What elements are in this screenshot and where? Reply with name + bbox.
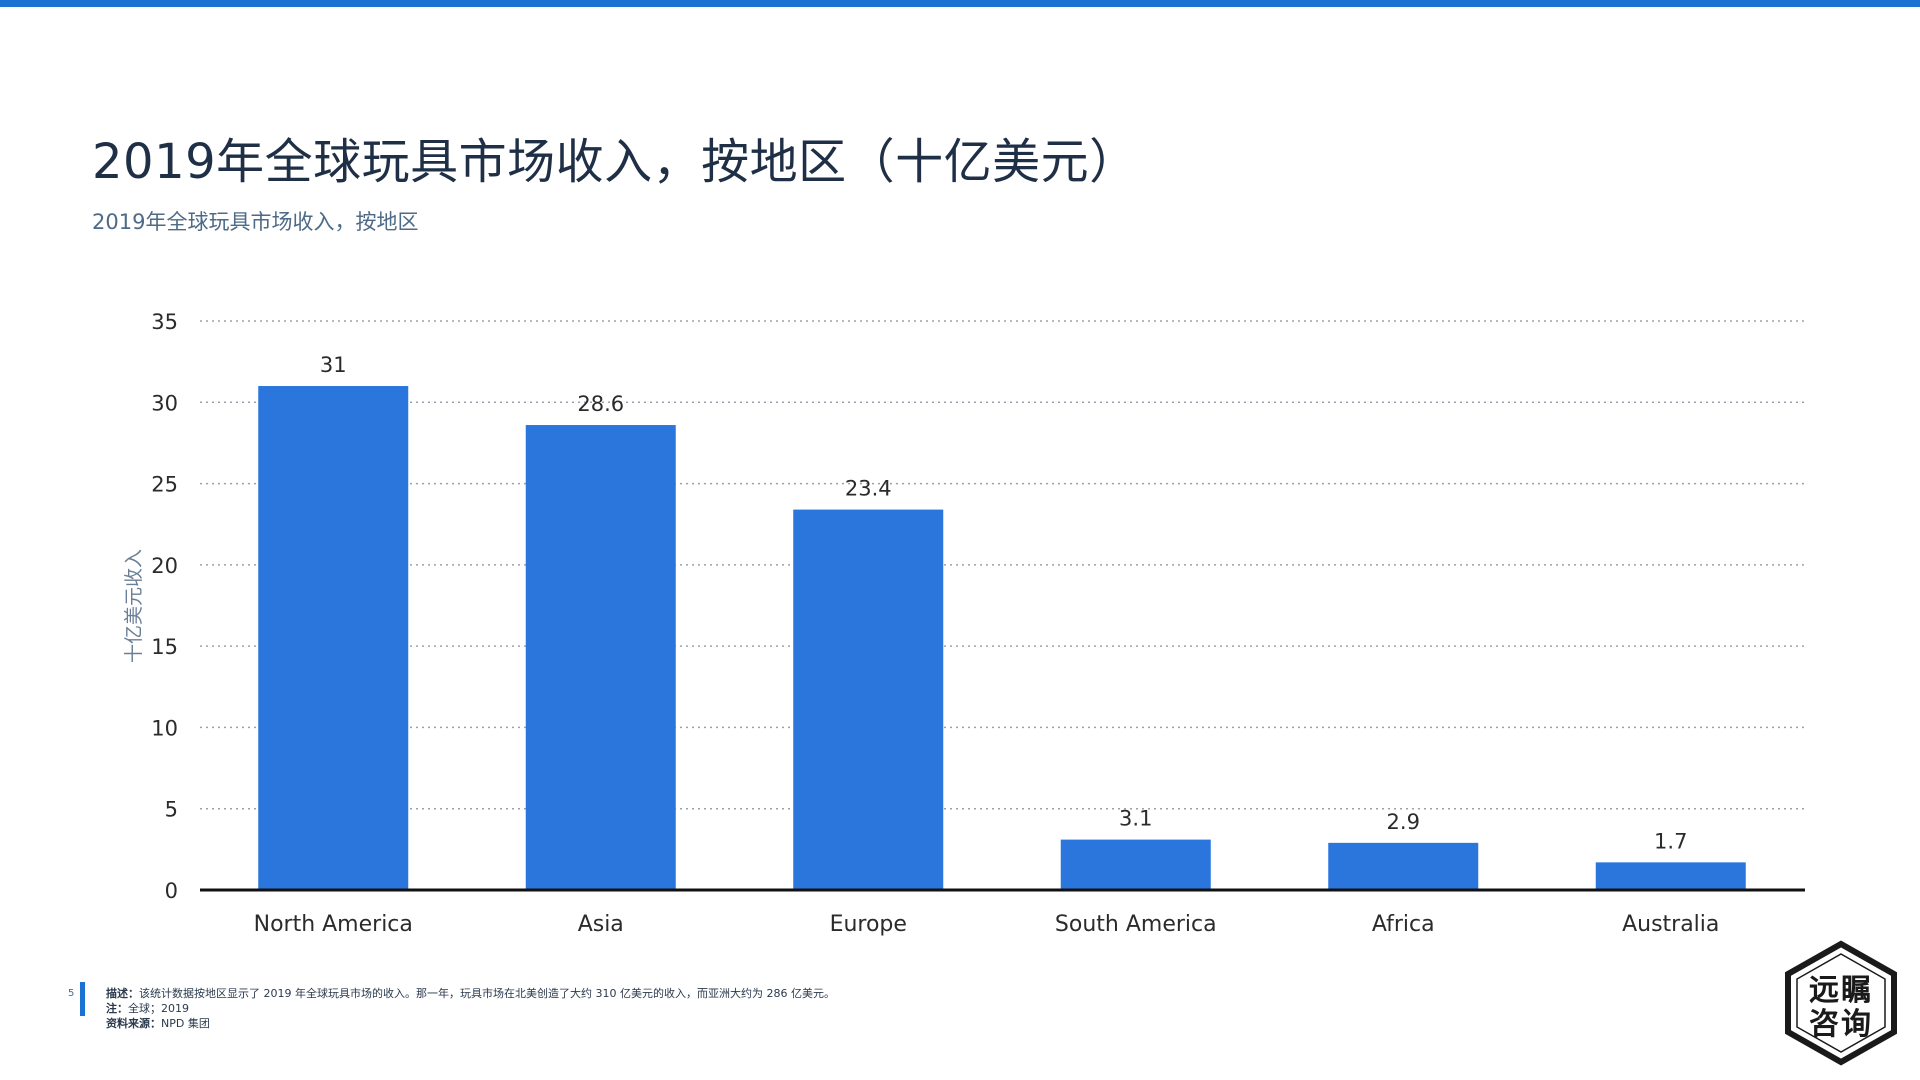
- y-tick-label: 25: [151, 473, 178, 497]
- y-tick-label: 15: [151, 635, 178, 659]
- x-category-label: Asia: [578, 912, 624, 937]
- y-tick-label: 30: [151, 391, 178, 415]
- chart-title: 2019年全球玩具市场收入，按地区（十亿美元）: [92, 134, 1138, 190]
- footer-note: 注：全球；2019: [106, 1002, 189, 1015]
- logo-hexagon-icon: [1785, 940, 1897, 1066]
- logo-text-line2: 咨询: [1809, 1007, 1873, 1042]
- x-category-label: North America: [254, 912, 413, 937]
- bars: [258, 386, 1746, 890]
- bar: [258, 386, 409, 890]
- gridlines: [200, 320, 1805, 810]
- bar-value-label: 23.4: [845, 477, 892, 501]
- x-category-label: Australia: [1622, 912, 1719, 937]
- category-labels: North America Asia Europe South America Afri…: [254, 912, 1720, 937]
- bar: [1595, 862, 1746, 890]
- bar: [1060, 839, 1211, 890]
- x-category-label: Europe: [830, 912, 907, 937]
- bar-value-label: 3.1: [1119, 807, 1152, 831]
- bar-value-label: 1.7: [1654, 829, 1687, 853]
- y-tick-label: 10: [151, 716, 178, 740]
- y-tick-label: 5: [165, 798, 178, 822]
- x-category-label: South America: [1055, 912, 1217, 937]
- y-tick-label: 35: [151, 310, 178, 334]
- x-category-label: Africa: [1372, 912, 1435, 937]
- logo-text-line1: 远瞩: [1809, 973, 1873, 1008]
- y-axis-label: 十亿美元收入: [123, 549, 145, 663]
- bar-value-label: 28.6: [577, 392, 624, 416]
- y-tick-label: 0: [165, 879, 178, 903]
- bar-value-label: 2.9: [1387, 810, 1420, 834]
- y-tick-label: 20: [151, 554, 178, 578]
- company-logo: 远瞩 咨询: [1782, 940, 1900, 1066]
- bar: [525, 425, 676, 890]
- page-number: 5: [68, 988, 75, 999]
- bar-value-label: 31: [320, 353, 347, 377]
- footer-accent-rule: [80, 982, 85, 1016]
- bar-chart: 0 5 10 15 20 25 30 35 31 28.6 23.4 3.1 2.9 1.7 North…: [123, 310, 1805, 937]
- top-accent-bar: [0, 0, 1920, 7]
- data-labels: 31 28.6 23.4 3.1 2.9 1.7: [320, 353, 1688, 853]
- y-axis-ticks: 0 5 10 15 20 25 30 35: [151, 310, 178, 903]
- footer-source: 资料来源：NPD 集团: [106, 1017, 210, 1030]
- chart-subtitle: 2019年全球玩具市场收入，按地区: [92, 210, 419, 234]
- footer-notes: 描述：该统计数据按地区显示了 2019 年全球玩具市场的收入。那一年，玩具市场在…: [106, 986, 835, 1031]
- bar: [793, 509, 944, 890]
- footer-description: 描述：该统计数据按地区显示了 2019 年全球玩具市场的收入。那一年，玩具市场在…: [106, 987, 835, 1000]
- bar: [1328, 842, 1479, 890]
